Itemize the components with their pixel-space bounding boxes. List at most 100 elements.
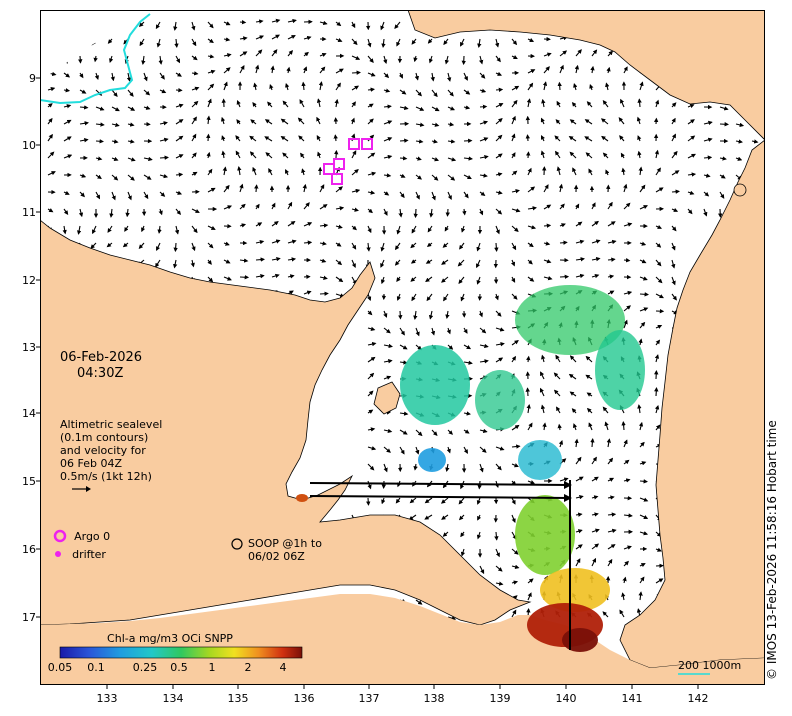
velocity-arrow [431,106,440,112]
alt-line: and velocity for [60,444,146,457]
velocity-arrow [526,151,531,159]
velocity-arrow [671,259,676,269]
velocity-arrow [172,259,178,269]
velocity-arrow [511,133,516,142]
velocity-arrow [95,174,102,180]
sealevel-contour [39,13,151,105]
velocity-arrow [495,87,504,92]
argo-float-marker[interactable] [331,173,343,185]
map-panel[interactable]: Chl-a mg/m3 OCi SNPP 0.05 0.1 0.25 0.5 1 2 4 2… [39,9,766,685]
colorbar-tick-label: 2 [245,661,252,674]
velocity-arrow [221,135,226,142]
velocity-arrow [527,480,536,485]
velocity-arrow [367,372,375,380]
velocity-arrow [463,411,471,416]
velocity-arrow [191,55,198,61]
longitude-tick-label: 139 [490,692,511,705]
velocity-arrow [156,242,161,251]
velocity-arrow [460,548,466,557]
velocity-arrow [271,18,281,24]
velocity-arrow [63,208,69,215]
velocity-arrow [542,422,547,431]
colorbar-title: Chl-a mg/m3 OCi SNPP [107,632,233,645]
velocity-arrow [607,239,617,245]
land-cape-york [619,139,766,669]
velocity-arrow [155,21,161,30]
velocity-arrow [511,514,516,524]
velocity-arrow [431,89,438,98]
velocity-arrow [620,152,625,159]
velocity-arrow [335,186,343,193]
velocity-arrow [639,276,648,281]
colorbar-ticks: 0.05 0.1 0.25 0.5 1 2 4 [48,661,287,674]
velocity-arrow [457,259,465,267]
velocity-arrow [106,242,113,248]
velocity-arrow [236,99,241,108]
velocity-arrow [671,207,679,212]
velocity-arrow [351,207,359,212]
velocity-arrow [399,429,408,435]
velocity-arrow [637,135,642,142]
velocity-arrow [619,609,625,618]
velocity-arrow [543,276,553,281]
velocity-arrow [351,168,359,176]
velocity-arrow [127,89,134,97]
latitude-tick-label: 9 [29,72,36,85]
velocity-arrow [494,293,499,301]
velocity-arrow [191,171,198,176]
argo-float-marker[interactable] [361,138,373,150]
scale-label: 200 1000m [678,659,741,672]
velocity-arrow [287,35,296,40]
velocity-arrow [221,150,226,159]
velocity-arrow [586,407,593,414]
velocity-arrow [463,327,468,334]
velocity-arrow [399,156,408,161]
velocity-arrow [479,55,484,65]
velocity-arrow [575,558,581,567]
velocity-arrow [543,241,551,246]
argo-float-marker[interactable] [333,158,345,170]
velocity-arrow [383,72,390,79]
velocity-arrow [333,134,338,142]
velocity-arrow [239,51,248,57]
velocity-arrow [93,55,98,63]
velocity-arrow [191,225,198,234]
velocity-arrow [271,256,281,262]
velocity-arrow [446,327,451,335]
velocity-arrow [380,259,385,268]
argo-float-marker[interactable] [348,138,360,150]
velocity-arrow [590,438,595,448]
velocity-arrow [495,55,501,63]
velocity-arrow [543,204,552,210]
land-arnhem-land [39,219,532,626]
velocity-arrow [558,440,564,448]
velocity-arrow [319,223,329,228]
longitude-tick-label: 133 [97,692,118,705]
chl-patch [475,370,525,430]
velocity-arrow [173,21,178,31]
velocity-arrow [511,242,517,251]
velocity-arrow [399,191,405,199]
velocity-arrow [511,85,520,91]
velocity-arrow [429,208,434,218]
velocity-arrow [586,392,593,397]
velocity-arrow [335,276,344,283]
velocity-arrow [367,152,376,159]
velocity-arrow [424,497,433,504]
velocity-arrow [175,208,182,216]
colorbar-tick-label: 4 [280,661,287,674]
chl-patch [595,330,645,410]
velocity-arrow [639,531,649,536]
velocity-arrow [394,259,401,266]
velocity-arrow [671,150,678,159]
velocity-arrow [95,191,101,200]
velocity-arrow [463,174,472,179]
velocity-arrow [463,446,468,454]
velocity-arrow [568,373,577,380]
velocity-arrow [367,38,372,48]
soop-legend-line: SOOP @1h to [248,537,322,550]
velocity-arrow [575,476,584,482]
velocity-arrow [415,122,425,127]
velocity-arrow [271,221,279,227]
velocity-arrow [671,276,676,286]
